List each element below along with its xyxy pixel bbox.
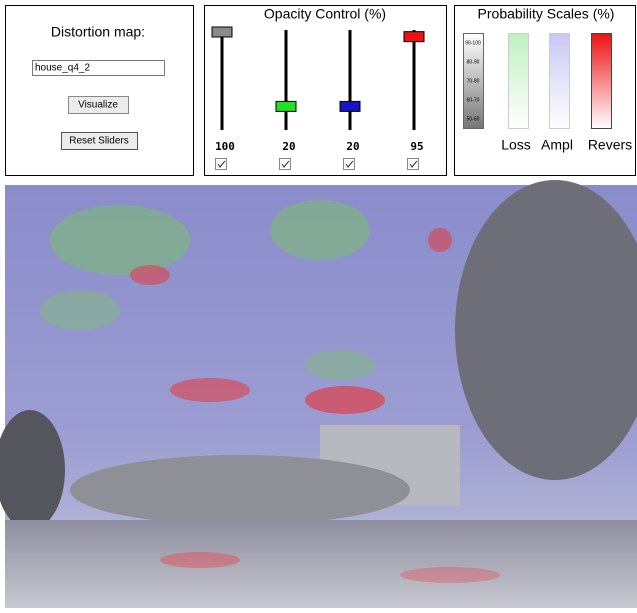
distortion-image	[0, 180, 637, 608]
ampl-scale	[550, 34, 570, 129]
slider-value: 20	[282, 140, 295, 153]
slider-thumb[interactable]	[276, 101, 296, 111]
scale-name: Ampl	[541, 137, 573, 153]
scale-label: 60-70	[467, 97, 480, 103]
scale-label: 50-60	[467, 116, 480, 122]
scale-label: 80-90	[467, 59, 480, 65]
loss-scale	[509, 34, 529, 129]
slider-value: 20	[346, 140, 359, 153]
checkbox[interactable]	[280, 159, 291, 170]
slider-thumb[interactable]	[212, 27, 232, 37]
button-label: Reset Sliders	[69, 136, 128, 147]
scale-name: Revers	[588, 137, 632, 153]
scale-label: 90-100	[465, 40, 481, 46]
slider-thumb[interactable]	[404, 32, 424, 42]
scale-label: 70-80	[467, 78, 480, 84]
slider-value: 100	[215, 140, 235, 153]
panel-title: Probability Scales (%)	[478, 6, 615, 22]
checkbox[interactable]	[216, 159, 227, 170]
button-label: Visualize	[78, 100, 118, 111]
screen: Distortion map: house_q4_2 Visualize Res…	[0, 0, 637, 608]
panel-title: Opacity Control (%)	[264, 6, 386, 22]
scale-name: Loss	[501, 137, 531, 153]
checkbox[interactable]	[408, 159, 419, 170]
slider-thumb[interactable]	[340, 101, 360, 111]
revers-scale	[592, 34, 612, 129]
checkbox[interactable]	[344, 159, 355, 170]
page: Distortion map: house_q4_2 Visualize Res…	[0, 0, 637, 608]
input-value: house_q4_2	[35, 63, 90, 74]
slider-value: 95	[410, 140, 423, 153]
panel-title: Distortion map:	[51, 24, 145, 40]
